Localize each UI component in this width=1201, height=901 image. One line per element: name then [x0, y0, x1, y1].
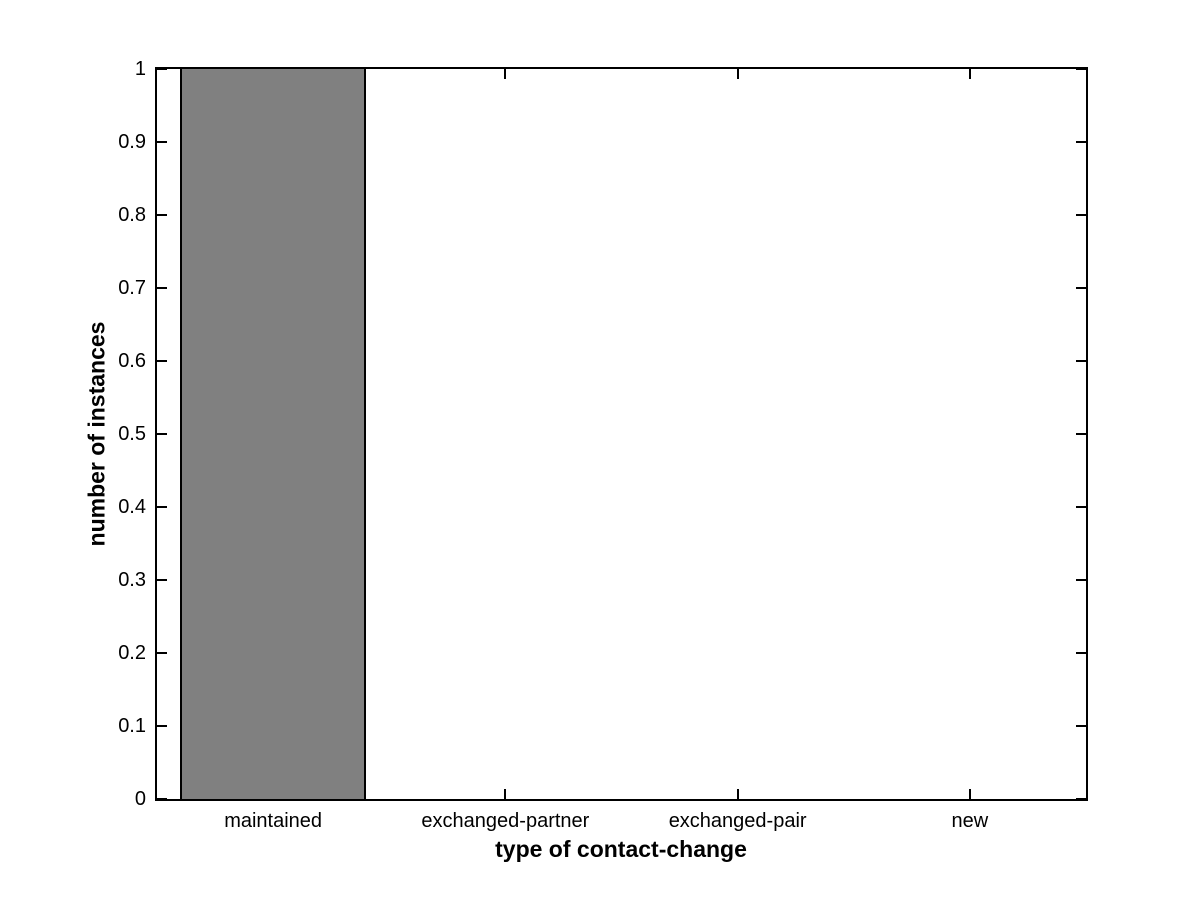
y-tick-label: 1 [134, 58, 146, 80]
y-tick-left [157, 433, 167, 435]
y-tick-right [1076, 725, 1086, 727]
y-tick-left [157, 141, 167, 143]
x-tick-bottom [968, 789, 971, 799]
y-tick-label: 0.9 [118, 131, 146, 153]
y-tick-left [157, 506, 167, 508]
y-tick-left [157, 360, 167, 362]
y-tick-label: 0.4 [118, 496, 146, 518]
y-tick-left [157, 214, 167, 216]
y-tick-label: 0.3 [118, 569, 146, 591]
x-axis-label: type of contact-change [495, 836, 747, 862]
y-tick-label: 0 [134, 788, 146, 810]
x-tick-bottom [736, 789, 739, 799]
x-tick-top [968, 69, 971, 79]
y-tick-left [157, 798, 167, 800]
x-category-label: exchanged-partner [421, 810, 590, 832]
y-tick-right [1076, 579, 1086, 581]
y-tick-left [157, 725, 167, 727]
bar [180, 67, 367, 801]
x-category-label: maintained [224, 810, 323, 832]
y-tick-right [1076, 287, 1086, 289]
x-category-label: exchanged-pair [668, 810, 807, 832]
y-tick-left [157, 579, 167, 581]
y-tick-left [157, 287, 167, 289]
y-tick-right [1076, 506, 1086, 508]
y-tick-right [1076, 214, 1086, 216]
y-tick-right [1076, 433, 1086, 435]
y-tick-left [157, 68, 167, 70]
y-tick-label: 0.2 [118, 642, 146, 664]
y-tick-right [1076, 68, 1086, 70]
x-tick-top [504, 69, 507, 79]
y-tick-label: 0.1 [118, 715, 146, 737]
y-tick-label: 0.7 [118, 277, 146, 299]
y-tick-right [1076, 798, 1086, 800]
y-tick-right [1076, 652, 1086, 654]
x-tick-bottom [504, 789, 507, 799]
x-tick-top [736, 69, 739, 79]
y-tick-right [1076, 141, 1086, 143]
y-tick-label: 0.6 [118, 350, 146, 372]
y-tick-label: 0.8 [118, 204, 146, 226]
y-tick-right [1076, 360, 1086, 362]
y-tick-label: 0.5 [118, 423, 146, 445]
y-tick-left [157, 652, 167, 654]
x-category-label: new [951, 810, 989, 832]
